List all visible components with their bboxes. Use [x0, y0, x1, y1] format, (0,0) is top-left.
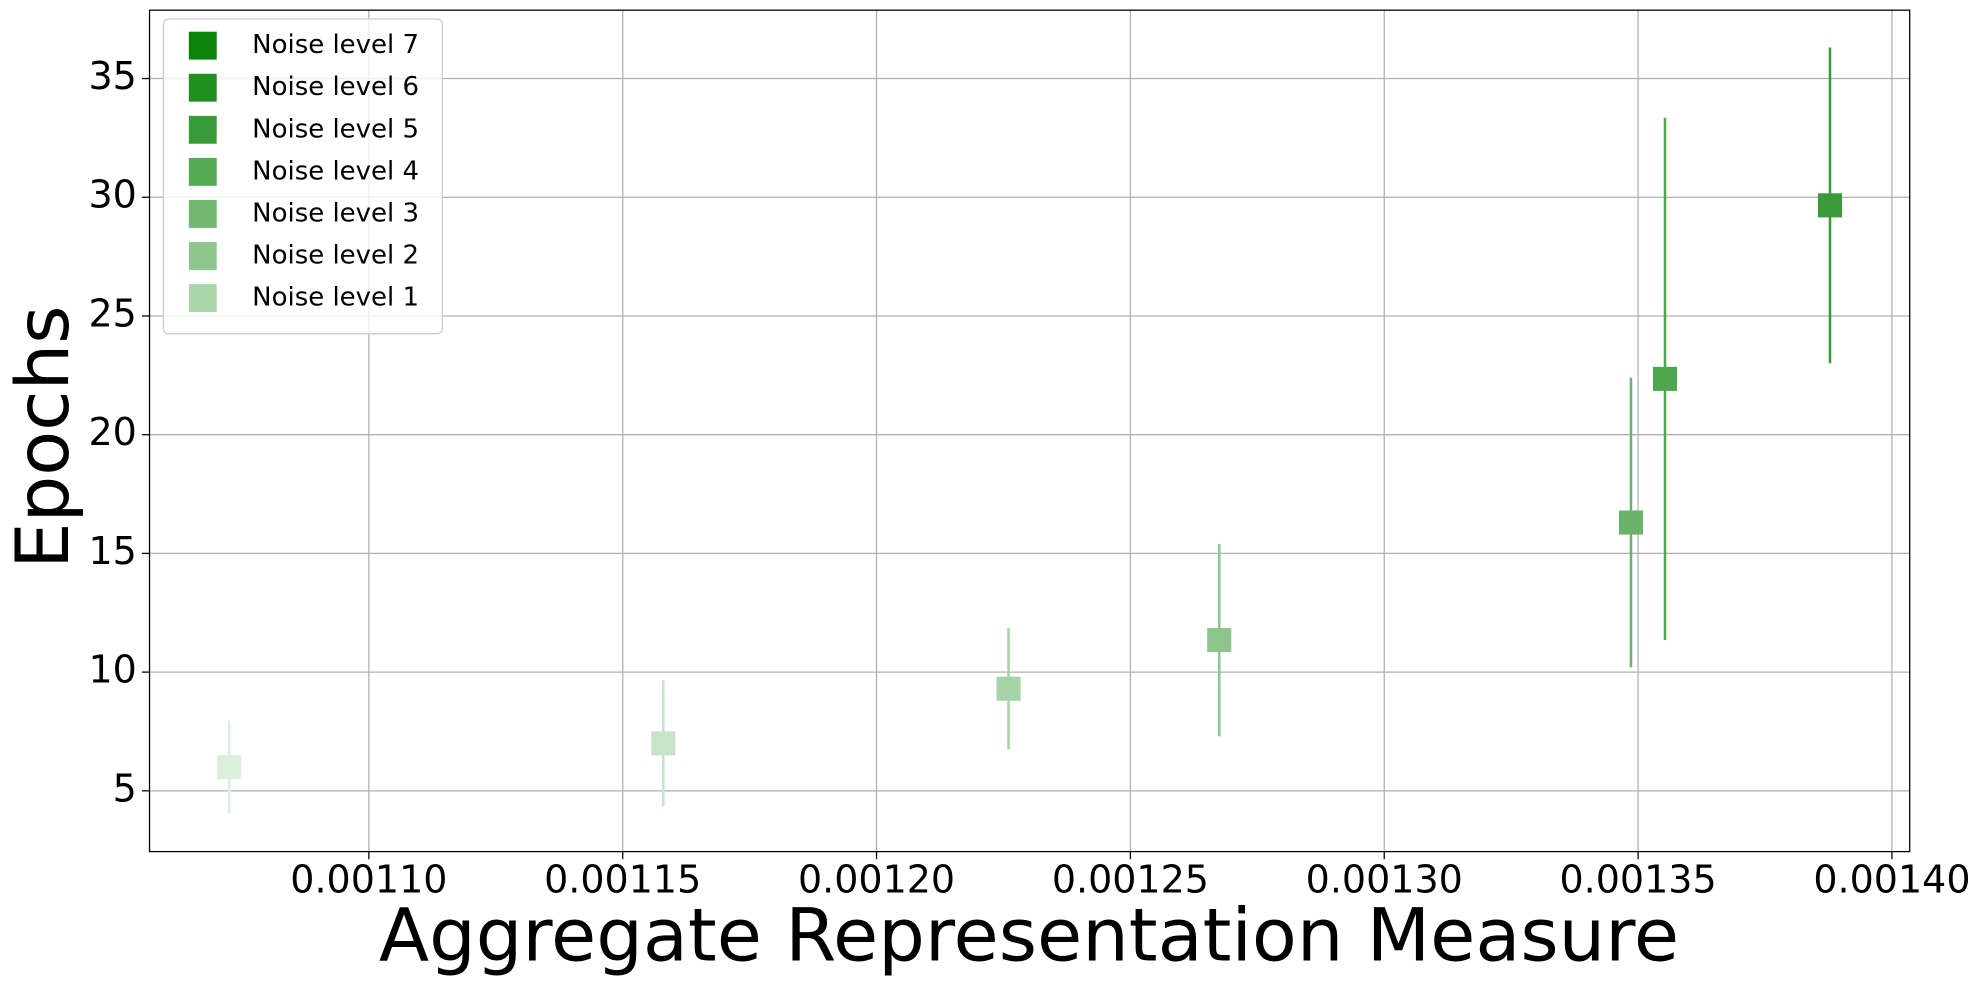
marker — [1207, 628, 1232, 653]
x-tick-label: 0.00120 — [798, 858, 955, 902]
legend-swatch — [188, 284, 217, 313]
y-tick-label: 10 — [89, 648, 137, 692]
y-tick-label: 25 — [89, 291, 137, 335]
marker — [217, 755, 242, 780]
x-tick-label: 0.00125 — [1052, 858, 1209, 902]
marker — [1817, 193, 1843, 218]
y-tick-label: 30 — [89, 173, 137, 217]
x-tick-label: 0.00135 — [1560, 858, 1717, 902]
y-tick-label: 15 — [89, 529, 137, 573]
legend-swatch — [188, 31, 217, 60]
x-axis-label: Aggregate Representation Measure — [379, 893, 1679, 978]
y-tick-label: 5 — [113, 766, 137, 810]
y-axis-label: Epochs — [1, 306, 86, 569]
legend-label: Noise level 2 — [252, 241, 419, 271]
legend-label: Noise level 1 — [252, 283, 419, 313]
legend-label: Noise level 7 — [252, 30, 419, 60]
legend-frame — [162, 18, 443, 335]
x-tick-label: 0.00110 — [290, 858, 447, 902]
y-tick-label: 35 — [89, 54, 137, 98]
x-tick-label: 0.00115 — [544, 858, 701, 902]
legend-swatch — [188, 242, 217, 270]
marker — [651, 731, 676, 756]
legend-label: Noise level 3 — [252, 198, 419, 228]
x-tick-label: 0.00130 — [1306, 858, 1463, 902]
plot-frame — [148, 9, 1911, 853]
legend-swatch — [188, 73, 217, 102]
marker — [1652, 366, 1678, 391]
legend-swatch — [188, 157, 217, 186]
legend-label: Noise level 6 — [252, 72, 419, 102]
marker — [1618, 510, 1644, 535]
legend-label: Noise level 4 — [252, 156, 419, 186]
legend: Noise level 7 Noise level 6 Noise level 5 N… — [162, 18, 443, 335]
marker — [996, 676, 1021, 701]
legend-swatch — [188, 199, 217, 228]
legend-swatch — [188, 115, 217, 144]
y-tick-label: 20 — [89, 410, 137, 454]
legend-label: Noise level 5 — [252, 114, 419, 144]
x-tick-label: 0.00140 — [1813, 858, 1970, 902]
